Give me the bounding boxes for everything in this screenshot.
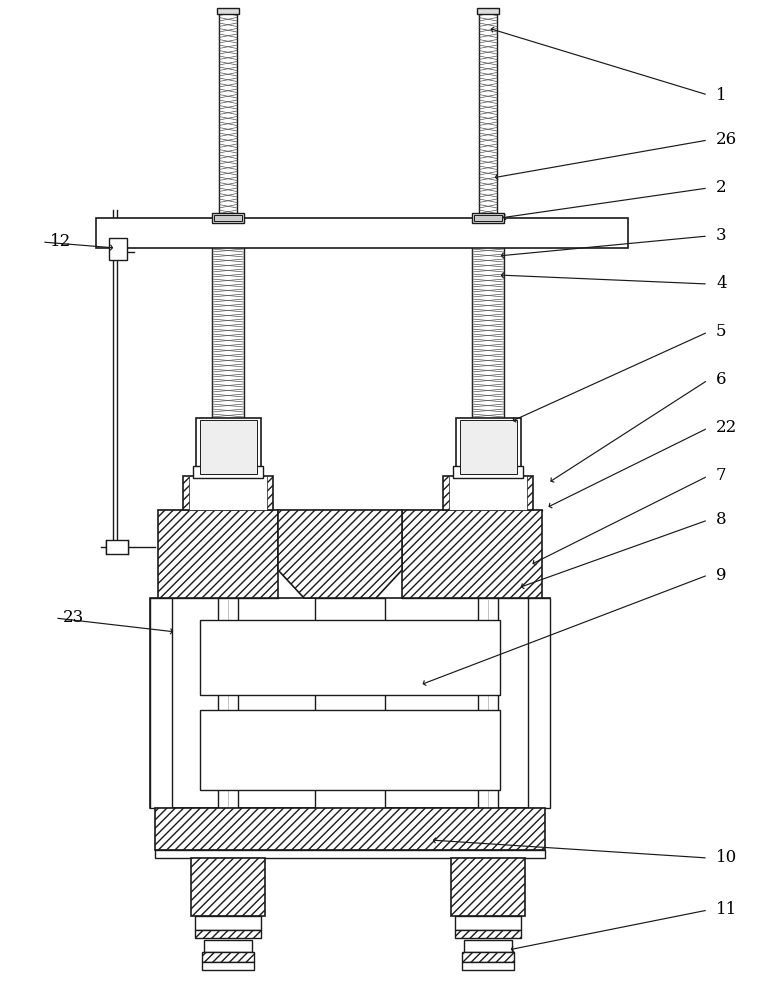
Bar (150, 598, 172, 808)
Text: 4: 4 (716, 275, 727, 292)
Bar (528, 598, 550, 808)
Bar (189, 476, 267, 510)
Bar (455, 930, 521, 938)
Bar (464, 940, 512, 952)
Text: 23: 23 (63, 609, 84, 626)
Bar (200, 620, 500, 695)
Bar (200, 420, 257, 474)
Text: 3: 3 (716, 228, 727, 244)
Bar (200, 710, 500, 790)
Text: 6: 6 (716, 371, 726, 388)
Bar (315, 598, 385, 808)
Bar (455, 916, 521, 930)
Bar (109, 238, 127, 260)
Bar (183, 476, 273, 510)
Bar (449, 476, 527, 510)
Bar (195, 916, 261, 930)
Text: 11: 11 (716, 902, 738, 918)
Polygon shape (402, 510, 542, 598)
Bar (155, 850, 545, 858)
Polygon shape (158, 510, 278, 598)
Text: 7: 7 (716, 468, 727, 485)
Bar (214, 215, 242, 221)
Text: 9: 9 (716, 566, 726, 584)
Bar (456, 418, 521, 476)
Text: 8: 8 (716, 512, 727, 528)
Bar (462, 952, 514, 962)
Bar (477, 8, 499, 14)
Bar (212, 213, 244, 223)
Bar (218, 598, 238, 808)
Bar (478, 598, 498, 808)
Bar (191, 858, 265, 916)
Bar (202, 952, 254, 962)
Text: 22: 22 (716, 420, 738, 436)
Text: 12: 12 (50, 233, 71, 250)
Bar (217, 8, 239, 14)
Text: 1: 1 (716, 87, 727, 104)
Bar (195, 930, 261, 938)
Text: 2: 2 (716, 180, 727, 196)
Text: 26: 26 (716, 131, 737, 148)
Bar (474, 215, 502, 221)
Bar (453, 466, 523, 478)
Bar (462, 962, 514, 970)
Bar (204, 940, 252, 952)
Text: 10: 10 (716, 850, 738, 866)
Bar (106, 540, 128, 554)
Bar (96, 218, 628, 248)
Bar (202, 962, 254, 970)
Polygon shape (278, 510, 402, 598)
Bar (155, 808, 545, 850)
Bar (472, 213, 504, 223)
Text: 5: 5 (716, 324, 726, 340)
Bar (443, 476, 533, 510)
Bar (196, 418, 261, 476)
Bar (150, 598, 550, 808)
Bar (460, 420, 517, 474)
Bar (451, 858, 525, 916)
Bar (193, 466, 263, 478)
